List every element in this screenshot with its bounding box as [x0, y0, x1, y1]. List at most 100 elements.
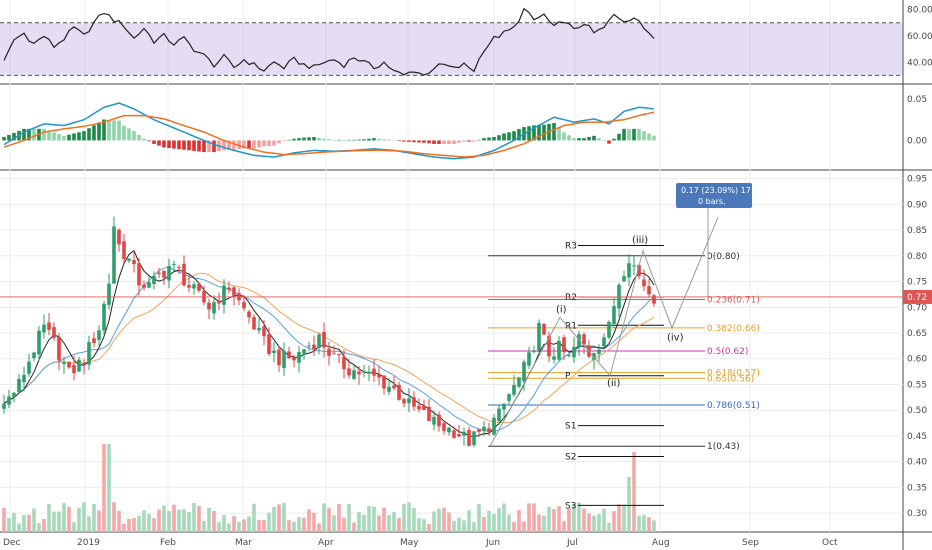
volume-bar — [212, 510, 216, 532]
macd-hist-bar — [602, 140, 606, 142]
volume-bar — [157, 509, 161, 532]
volume-bar — [7, 518, 11, 532]
volume-bar — [367, 505, 371, 532]
macd-hist-bar — [372, 138, 376, 141]
price-tick-label: 0.30 — [907, 509, 927, 519]
macd-hist-bar — [327, 139, 331, 141]
macd-hist-bar — [502, 133, 506, 141]
volume-bar — [162, 505, 166, 532]
price-tick-label: 0.40 — [907, 458, 927, 468]
candle-body — [497, 408, 501, 421]
candle-body — [407, 398, 411, 404]
candle-body — [42, 324, 46, 333]
macd-hist-bar — [592, 135, 596, 141]
volume-bar — [287, 520, 291, 532]
candle-body — [152, 276, 156, 284]
macd-hist-bar — [42, 128, 46, 141]
macd-hist-bar — [197, 140, 201, 152]
macd-hist-bar — [637, 128, 641, 141]
candle-body — [92, 338, 96, 344]
macd-hist-bar — [207, 140, 211, 153]
candle-body — [32, 352, 36, 359]
candle-body — [97, 330, 101, 340]
candle-body — [622, 276, 626, 282]
last-price-label: 0.72 — [907, 293, 927, 303]
volume-bar — [617, 504, 621, 532]
volume-bar — [462, 520, 466, 532]
elliott-wave-label: (ii) — [607, 378, 620, 389]
macd-hist-bar — [177, 140, 181, 150]
macd-hist-bar — [617, 133, 621, 141]
volume-bar — [317, 523, 321, 532]
volume-bar — [92, 503, 96, 532]
macd-hist-bar — [542, 124, 546, 141]
candle-body — [157, 272, 161, 275]
volume-bar — [622, 504, 626, 532]
candle-body — [392, 385, 396, 389]
volume-bar — [402, 503, 406, 532]
elliott-wave-label: (iii) — [632, 235, 648, 246]
macd-hist-bar — [302, 137, 306, 141]
volume-bar — [442, 507, 446, 532]
volume-bar — [582, 508, 586, 532]
candle-body — [412, 397, 416, 407]
volume-bar — [492, 513, 496, 532]
macd-hist-bar — [467, 140, 471, 142]
macd-hist-bar — [527, 126, 531, 141]
macd-hist-bar — [252, 140, 256, 149]
macd-hist-bar — [62, 135, 66, 141]
macd-hist-bar — [647, 133, 651, 141]
price-tick-label: 0.35 — [907, 483, 927, 493]
candle-body — [402, 399, 406, 404]
measure-box-bg — [676, 183, 752, 208]
candle-body — [452, 430, 456, 438]
candle-body — [377, 374, 381, 378]
macd-hist-bar — [352, 139, 356, 141]
price-tick-label: 0.80 — [907, 252, 927, 262]
macd-tick-label: 0.05 — [907, 95, 927, 105]
macd-hist-bar — [22, 128, 26, 141]
macd-hist-bar — [557, 127, 561, 141]
volume-bar — [172, 504, 176, 532]
candle-body — [112, 226, 116, 284]
macd-hist-bar — [492, 136, 496, 141]
macd-tick-label: 0.00 — [907, 136, 927, 146]
candle-body — [247, 311, 251, 318]
volume-bar — [472, 522, 476, 532]
candle-body — [147, 282, 151, 288]
macd-hist-bar — [452, 140, 456, 144]
volume-bar — [357, 512, 361, 532]
macd-panel: 0.05 0.00 — [2, 95, 927, 160]
macd-hist-bar — [292, 138, 296, 141]
candle-body — [137, 263, 141, 286]
fib-level-label: 0.236(0.71) — [707, 296, 760, 306]
volume-bar — [52, 511, 56, 532]
x-tick-label: 2019 — [77, 538, 100, 548]
macd-hist-bar — [172, 140, 176, 149]
volume-bar — [607, 522, 611, 532]
candle-body — [317, 334, 321, 348]
x-tick-label: Mar — [235, 538, 252, 548]
candle-body — [477, 429, 481, 432]
volume-bar — [247, 516, 251, 532]
macd-hist-bar — [52, 132, 56, 141]
candle-body — [172, 263, 176, 265]
volume-bar — [482, 516, 486, 532]
macd-hist-bar — [312, 136, 316, 141]
volume-bar — [512, 521, 516, 532]
candle-body — [242, 302, 246, 309]
price-tick-label: 0.95 — [907, 175, 927, 185]
macd-hist-bar — [567, 135, 571, 141]
fib-level-label: 0.5(0.62) — [707, 347, 748, 357]
macd-hist-bar — [552, 123, 556, 141]
x-tick-label: Oct — [822, 538, 838, 548]
macd-hist-bar — [112, 120, 116, 141]
volume-bar — [392, 512, 396, 532]
volume-bar — [272, 506, 276, 532]
volume-bar — [437, 508, 441, 532]
macd-hist-bar — [132, 131, 136, 141]
volume-bar — [597, 514, 601, 532]
volume-bar — [327, 508, 331, 532]
candle-body — [532, 350, 536, 352]
